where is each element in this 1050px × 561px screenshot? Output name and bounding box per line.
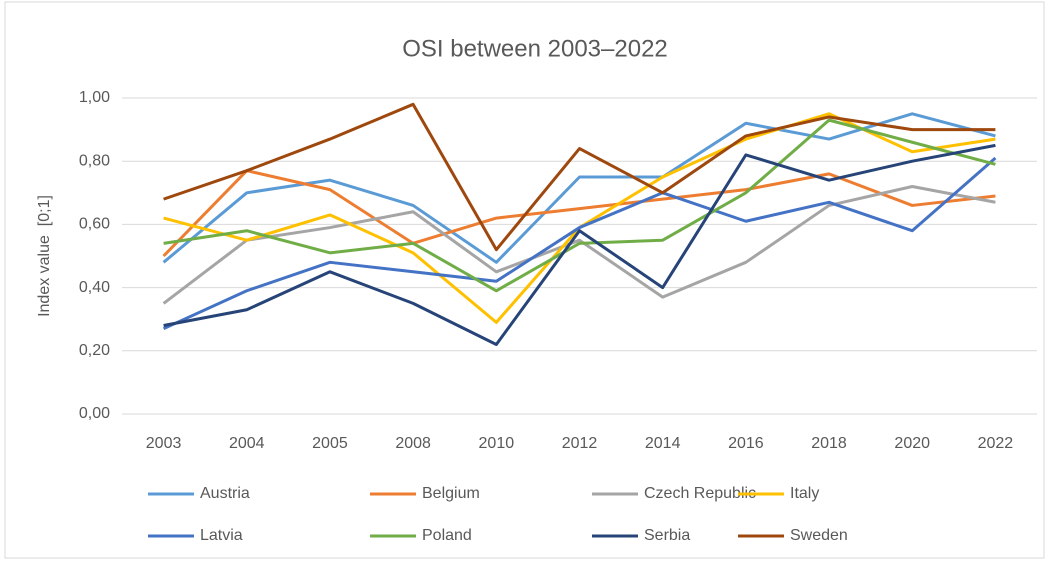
series-line xyxy=(162,169,996,258)
x-tick-label: 2022 xyxy=(978,435,1014,452)
legend-label: Latvia xyxy=(200,527,243,544)
y-tick-label: 1,00 xyxy=(79,89,110,106)
y-tick-label: 0,60 xyxy=(79,216,110,233)
legend-label: Serbia xyxy=(644,527,690,544)
y-axis-label: Index value [0;1] xyxy=(36,195,53,317)
x-tick-label: 2004 xyxy=(229,435,265,452)
y-tick-label: 0,80 xyxy=(79,152,110,169)
series-line xyxy=(163,118,996,293)
x-tick-label: 2016 xyxy=(728,435,764,452)
x-tick-label: 2012 xyxy=(562,435,598,452)
y-tick-label: 0,20 xyxy=(79,342,110,359)
legend-label: Poland xyxy=(422,527,472,544)
x-tick-label: 2005 xyxy=(312,435,348,452)
series-line xyxy=(162,156,997,331)
x-tick-label: 2010 xyxy=(479,435,515,452)
legend-label: Italy xyxy=(790,485,819,502)
series-line xyxy=(162,184,996,305)
x-tick-label: 2020 xyxy=(894,435,930,452)
x-tick-label: 2014 xyxy=(645,435,681,452)
x-tick-label: 2008 xyxy=(395,435,431,452)
y-tick-label: 0,00 xyxy=(79,405,110,422)
legend-label: Belgium xyxy=(422,485,480,502)
legend-label: Sweden xyxy=(790,527,848,544)
legend-label: Czech Republic xyxy=(644,485,756,502)
x-tick-label: 2003 xyxy=(146,435,182,452)
chart-frame xyxy=(4,1,1045,559)
legend-label: Austria xyxy=(200,485,250,502)
series-line xyxy=(163,102,996,252)
y-tick-label: 0,40 xyxy=(79,279,110,296)
x-tick-label: 2018 xyxy=(811,435,847,452)
chart-title: OSI between 2003–2022 xyxy=(402,35,668,62)
series-line xyxy=(163,143,996,346)
